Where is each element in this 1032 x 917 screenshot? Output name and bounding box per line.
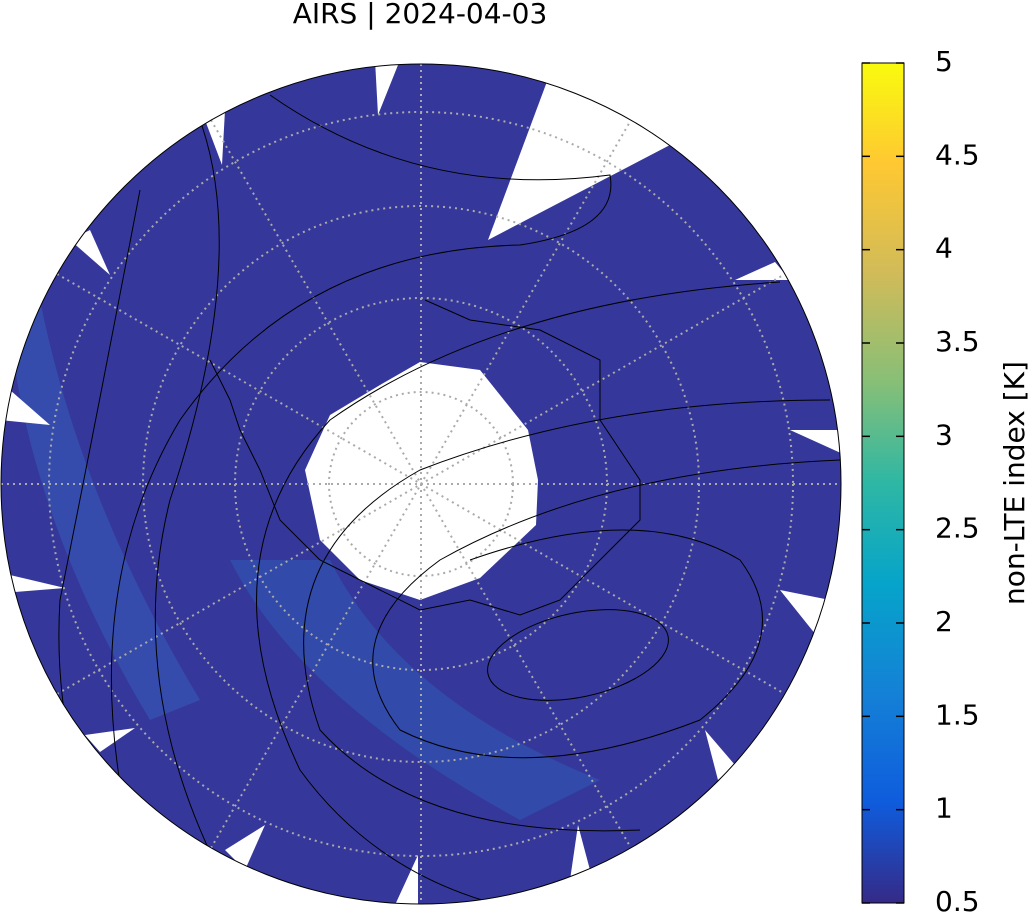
no-data-swath: [225, 825, 265, 870]
colorbar-tick-label: 3: [935, 418, 953, 451]
no-data-swath: [735, 262, 790, 280]
map-band: [10, 300, 200, 720]
no-data-swath: [85, 728, 135, 752]
colorbar-tick-label: 1: [935, 792, 953, 825]
colorbar: [861, 62, 905, 904]
colorbar-tick-label: 1.5: [935, 698, 980, 731]
no-data-swath: [1, 390, 50, 425]
colorbar-tick-label: 2.5: [935, 512, 980, 545]
chart-title: AIRS | 2024-04-03: [293, 0, 548, 30]
no-data-swath: [395, 855, 418, 904]
no-data-region: [305, 362, 538, 600]
map: [1, 64, 841, 904]
colorbar-tick-label: 3.5: [935, 325, 980, 358]
no-data-swath: [570, 825, 590, 880]
colorbar-tick-label: 2: [935, 605, 953, 638]
no-data-swath: [70, 230, 110, 275]
colorbar-label: non-LTE index [K]: [998, 361, 1031, 605]
no-data-swath: [375, 64, 400, 115]
no-data-swath: [205, 110, 225, 165]
no-data-swath: [488, 64, 670, 240]
graticule: [1, 64, 841, 904]
colorbar-tick-label: 4: [935, 232, 953, 265]
no-data-swath: [10, 575, 65, 592]
no-data-swath: [705, 730, 735, 780]
colorbar-tick-label: 5: [935, 45, 953, 78]
map-band: [230, 560, 600, 820]
colorbar-tick-label: 0.5: [935, 885, 980, 913]
colorbar-tick-label: 4.5: [935, 138, 980, 171]
map-border: [0, 63, 842, 905]
no-data-swath: [790, 430, 841, 455]
